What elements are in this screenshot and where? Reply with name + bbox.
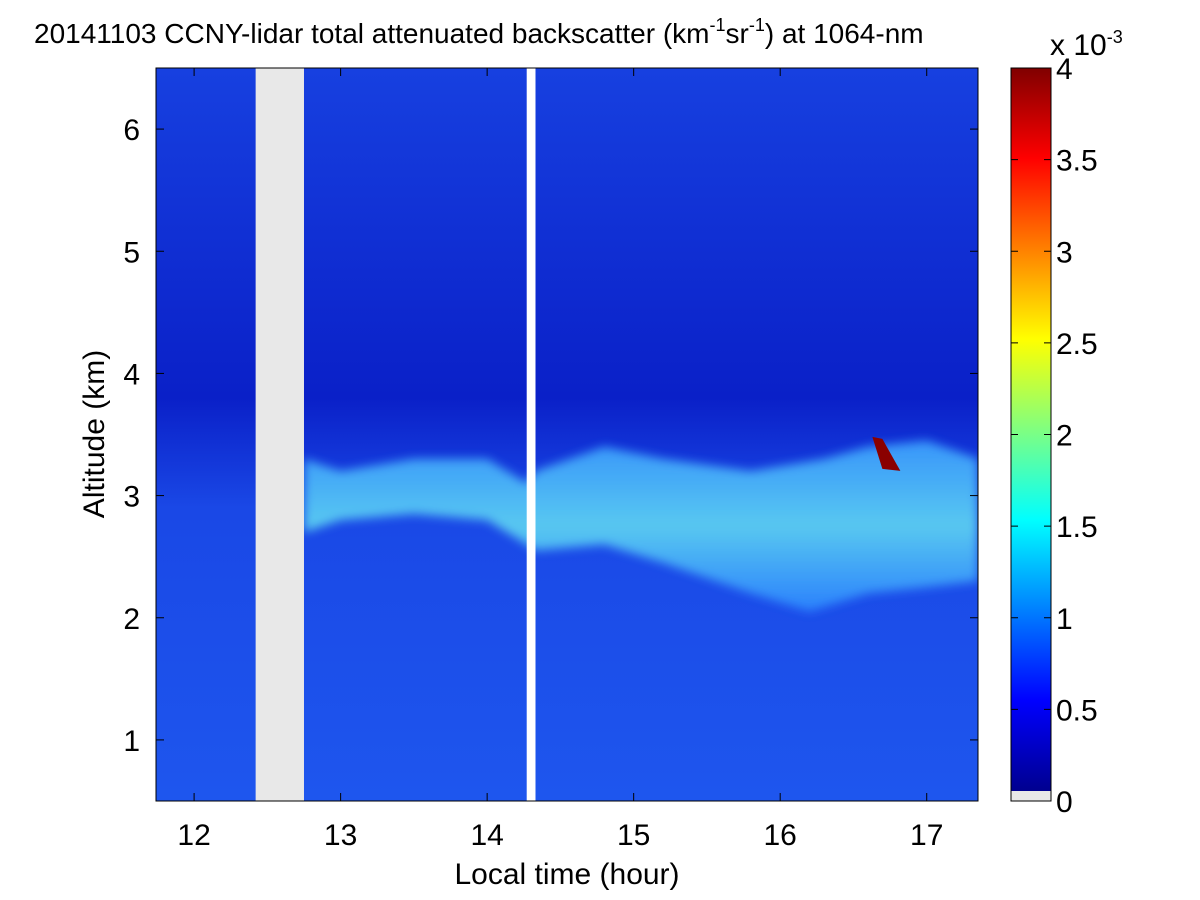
y-tick-label: 3 [123,481,140,514]
colorbar-nodata-swatch [1011,791,1051,801]
colorbar-gradient [1011,68,1051,791]
colorbar-tick-label: 3.5 [1056,145,1098,178]
colorbar-exponent: x 10-3 [1050,27,1123,62]
x-tick-label: 15 [617,819,650,852]
y-axis-label: Altitude (km) [78,350,111,518]
y-axis: 1 2 3 4 5 6 [123,114,978,758]
y-tick-label: 4 [123,358,140,391]
heatmap-plot [156,68,978,801]
y-tick-label: 5 [123,236,140,269]
y-tick-label: 1 [123,725,140,758]
colorbar-tick-label: 4 [1056,53,1073,86]
y-tick-label: 2 [123,603,140,636]
colorbar-tick-label: 1 [1056,603,1073,636]
colorbar: 0 0.5 1 1.5 2 2.5 3 3.5 4 x 10-3 [1010,27,1123,819]
x-tick-label: 13 [324,819,357,852]
colorbar-tick-label: 0 [1056,786,1073,819]
data-gap [255,68,304,801]
colorbar-tick-label: 1.5 [1056,511,1098,544]
x-tick-label: 17 [910,819,943,852]
colorbar-tick-label: 2.5 [1056,328,1098,361]
y-tick-label: 6 [123,114,140,147]
chart-title: 20141103 CCNY-lidar total attenuated bac… [34,15,924,49]
x-tick-label: 12 [177,819,210,852]
x-axis-label: Local time (hour) [454,858,679,891]
x-axis: 12 13 14 15 16 17 [177,68,943,852]
peak-backscatter [872,436,901,471]
x-tick-label: 14 [470,819,503,852]
aerosol-layer [303,440,978,612]
data-gap [526,68,536,801]
plot-frame [155,67,979,802]
x-tick-label: 16 [764,819,797,852]
colorbar-tick-label: 0.5 [1056,694,1098,727]
colorbar-tick-label: 3 [1056,236,1073,269]
colorbar-tick-label: 2 [1056,420,1073,453]
